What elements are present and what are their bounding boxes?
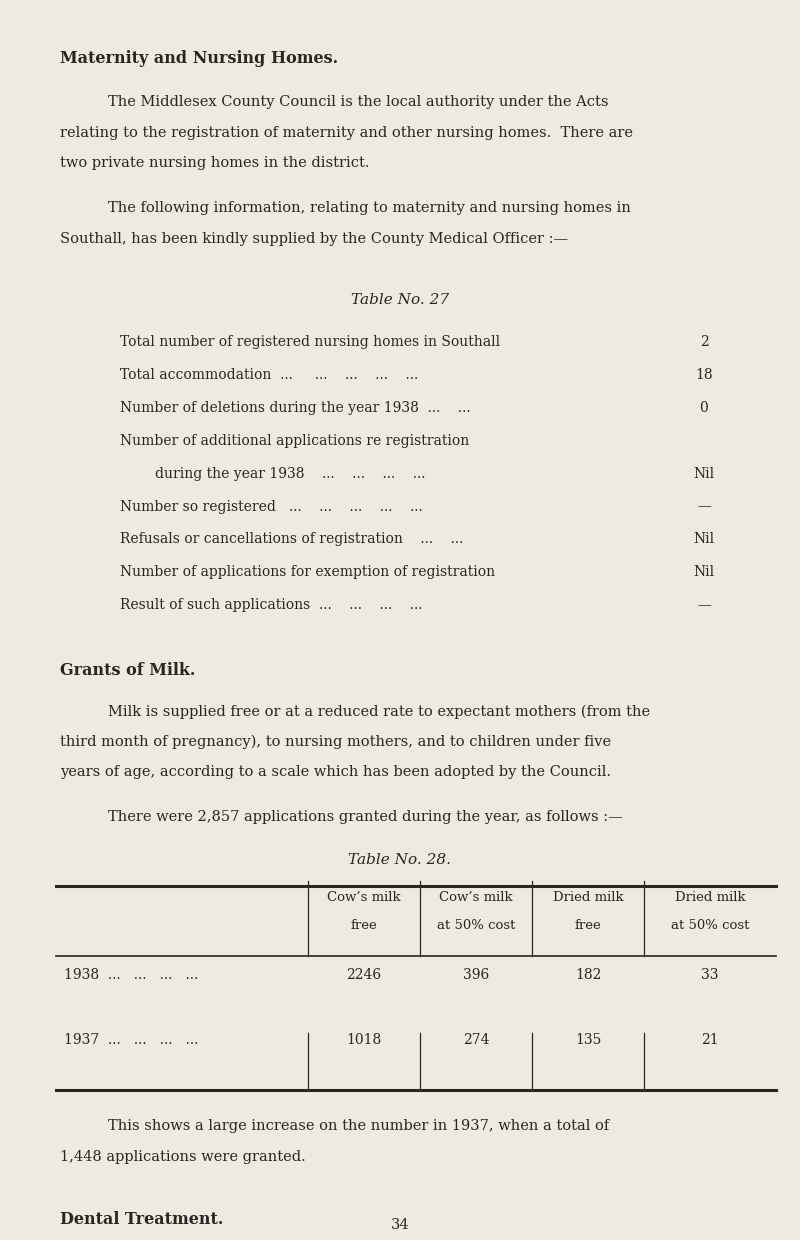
Text: Number of applications for exemption of registration: Number of applications for exemption of … <box>120 565 495 579</box>
Text: third month of pregnancy), to nursing mothers, and to children under five: third month of pregnancy), to nursing mo… <box>60 734 611 749</box>
Text: The Middlesex County Council is the local authority under the Acts: The Middlesex County Council is the loca… <box>108 95 609 109</box>
Text: There were 2,857 applications granted during the year, as follows :—: There were 2,857 applications granted du… <box>108 810 622 825</box>
Text: years of age, according to a scale which has been adopted by the Council.: years of age, according to a scale which… <box>60 765 611 779</box>
Text: at 50% cost: at 50% cost <box>437 919 515 931</box>
Text: Grants of Milk.: Grants of Milk. <box>60 662 195 678</box>
Text: Cow’s milk: Cow’s milk <box>439 892 513 904</box>
Text: Dried milk: Dried milk <box>553 892 623 904</box>
Text: Dried milk: Dried milk <box>674 892 746 904</box>
Text: 182: 182 <box>575 968 601 982</box>
Text: at 50% cost: at 50% cost <box>671 919 749 931</box>
Text: during the year 1938    ...    ...    ...    ...: during the year 1938 ... ... ... ... <box>120 466 426 481</box>
Text: 2: 2 <box>700 336 708 350</box>
Text: 2246: 2246 <box>346 968 382 982</box>
Text: Total accommodation  ...     ...    ...    ...    ...: Total accommodation ... ... ... ... ... <box>120 368 418 382</box>
Text: 1937  ...   ...   ...   ...: 1937 ... ... ... ... <box>64 1033 198 1047</box>
Text: Total number of registered nursing homes in Southall: Total number of registered nursing homes… <box>120 336 500 350</box>
Text: 34: 34 <box>390 1218 410 1231</box>
Text: 1938  ...   ...   ...   ...: 1938 ... ... ... ... <box>64 968 198 982</box>
Text: Number so registered   ...    ...    ...    ...    ...: Number so registered ... ... ... ... ... <box>120 500 422 513</box>
Text: The following information, relating to maternity and nursing homes in: The following information, relating to m… <box>108 201 631 216</box>
Text: 18: 18 <box>695 368 713 382</box>
Text: 1018: 1018 <box>346 1033 382 1047</box>
Text: 135: 135 <box>575 1033 601 1047</box>
Text: 274: 274 <box>462 1033 490 1047</box>
Text: Refusals or cancellations of registration    ...    ...: Refusals or cancellations of registratio… <box>120 532 463 547</box>
Text: Result of such applications  ...    ...    ...    ...: Result of such applications ... ... ... … <box>120 598 422 613</box>
Text: —: — <box>697 500 711 513</box>
Text: Maternity and Nursing Homes.: Maternity and Nursing Homes. <box>60 50 338 67</box>
Text: relating to the registration of maternity and other nursing homes.  There are: relating to the registration of maternit… <box>60 125 633 140</box>
Text: two private nursing homes in the district.: two private nursing homes in the distric… <box>60 156 370 170</box>
Text: Southall, has been kindly supplied by the County Medical Officer :—: Southall, has been kindly supplied by th… <box>60 232 568 246</box>
Text: Number of additional applications re registration: Number of additional applications re reg… <box>120 434 470 448</box>
Text: 33: 33 <box>702 968 718 982</box>
Text: Table No. 27: Table No. 27 <box>351 293 449 308</box>
Text: Nil: Nil <box>694 466 714 481</box>
Text: 21: 21 <box>701 1033 719 1047</box>
Text: Nil: Nil <box>694 565 714 579</box>
Text: 396: 396 <box>463 968 489 982</box>
Text: Nil: Nil <box>694 532 714 547</box>
Text: Dental Treatment.: Dental Treatment. <box>60 1211 223 1228</box>
Text: Milk is supplied free or at a reduced rate to expectant mothers (from the: Milk is supplied free or at a reduced ra… <box>108 704 650 719</box>
Text: free: free <box>350 919 378 931</box>
Text: free: free <box>574 919 602 931</box>
Text: 0: 0 <box>700 401 708 415</box>
Text: Number of deletions during the year 1938  ...    ...: Number of deletions during the year 1938… <box>120 401 470 415</box>
Text: —: — <box>697 598 711 613</box>
Text: Cow’s milk: Cow’s milk <box>327 892 401 904</box>
Text: 1,448 applications were granted.: 1,448 applications were granted. <box>60 1149 306 1164</box>
Text: This shows a large increase on the number in 1937, when a total of: This shows a large increase on the numbe… <box>108 1120 610 1133</box>
Text: Table No. 28.: Table No. 28. <box>349 853 451 867</box>
